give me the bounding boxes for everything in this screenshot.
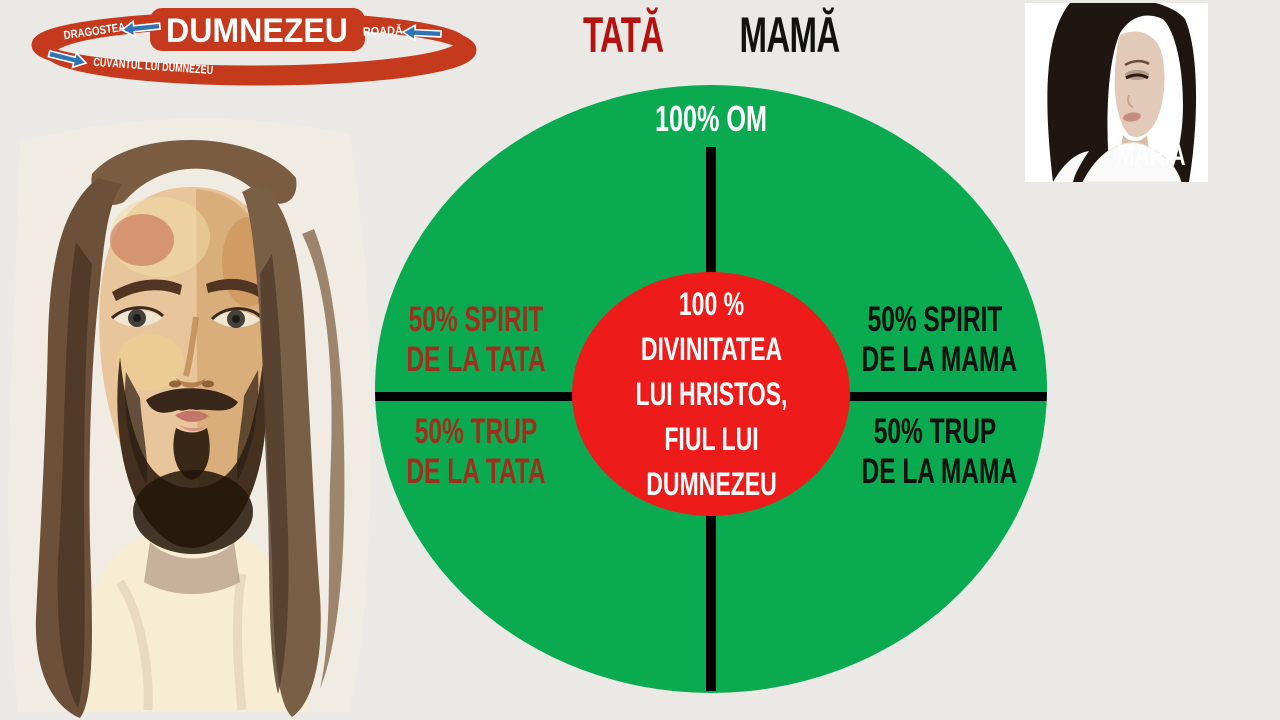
jesus-watercolor-illustration: [8, 118, 372, 718]
divinity-text: 100 % DIVINITATEA LUI HRISTOS, FIUL LUI …: [635, 285, 787, 502]
quadrant-label-trup-tata: 50% TRUP DE LA TATA: [406, 412, 546, 491]
dumnezeu-label: DUMNEZEU: [166, 12, 348, 50]
maria-caption: MARIA: [1116, 139, 1186, 172]
mother-heading: MAMĂ: [739, 7, 841, 63]
dragostea-label: DRAGOSTEA: [63, 20, 127, 43]
circle-top-label: 100% OM: [654, 98, 768, 139]
father-heading: TATĂ: [583, 7, 664, 63]
divinity-ellipse: 100 % DIVINITATEA LUI HRISTOS, FIUL LUI …: [572, 272, 850, 516]
quadrant-label-spirit-mama: 50% SPIRIT DE LA MAMA: [861, 300, 1018, 379]
roada-label: ROADĂ: [363, 22, 404, 38]
cuvantul-arrow-icon: [47, 49, 88, 69]
quadrant-label-trup-mama: 50% TRUP DE LA MAMA: [861, 412, 1018, 491]
roada-arrow-icon: [401, 23, 442, 42]
dumnezeu-box: [150, 8, 365, 51]
quadrant-label-spirit-tata: 50% SPIRIT DE LA TATA: [406, 300, 546, 379]
maria-photo: MARIA: [1025, 3, 1208, 182]
dragostea-arrow-icon: [120, 19, 161, 38]
maria-portrait-illustration: [1025, 3, 1208, 182]
god-oval-diagram: DUMNEZEU DRAGOSTEA ROADĂ CUVÂNTUL LUI DU…: [31, 8, 477, 86]
